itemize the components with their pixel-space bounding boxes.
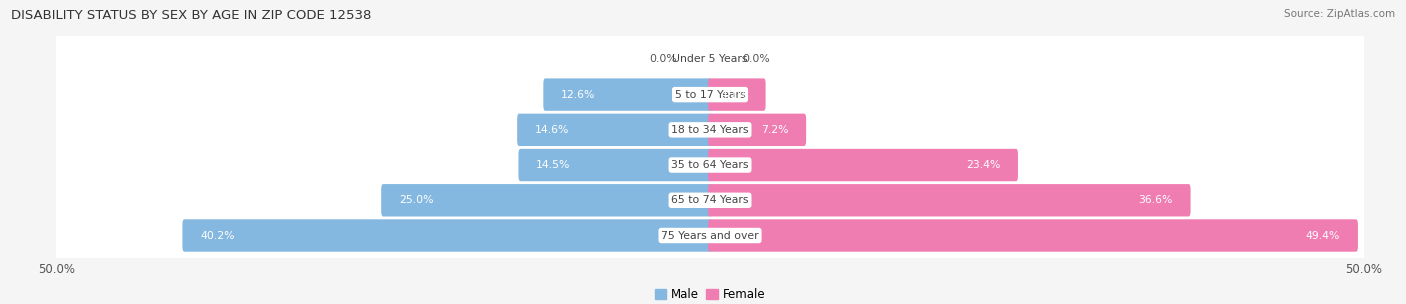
- FancyBboxPatch shape: [381, 184, 711, 216]
- Text: Source: ZipAtlas.com: Source: ZipAtlas.com: [1284, 9, 1395, 19]
- FancyBboxPatch shape: [517, 114, 711, 146]
- Text: 12.6%: 12.6%: [561, 90, 595, 100]
- FancyBboxPatch shape: [52, 68, 1368, 121]
- FancyBboxPatch shape: [709, 78, 766, 111]
- Text: DISABILITY STATUS BY SEX BY AGE IN ZIP CODE 12538: DISABILITY STATUS BY SEX BY AGE IN ZIP C…: [11, 9, 371, 22]
- FancyBboxPatch shape: [52, 33, 1368, 85]
- FancyBboxPatch shape: [52, 104, 1368, 156]
- FancyBboxPatch shape: [709, 219, 1358, 252]
- FancyBboxPatch shape: [52, 209, 1368, 261]
- Text: 0.0%: 0.0%: [650, 54, 678, 64]
- FancyBboxPatch shape: [52, 174, 1368, 226]
- FancyBboxPatch shape: [52, 139, 1368, 191]
- Text: 65 to 74 Years: 65 to 74 Years: [671, 195, 749, 205]
- Text: 14.6%: 14.6%: [534, 125, 569, 135]
- FancyBboxPatch shape: [543, 78, 711, 111]
- Text: 5 to 17 Years: 5 to 17 Years: [675, 90, 745, 100]
- Text: 36.6%: 36.6%: [1139, 195, 1173, 205]
- Text: 14.5%: 14.5%: [536, 160, 571, 170]
- Text: 7.2%: 7.2%: [761, 125, 789, 135]
- Legend: Male, Female: Male, Female: [655, 288, 765, 301]
- FancyBboxPatch shape: [709, 149, 1018, 181]
- Text: 0.0%: 0.0%: [742, 54, 770, 64]
- Text: 23.4%: 23.4%: [966, 160, 1000, 170]
- Text: 40.2%: 40.2%: [200, 230, 235, 240]
- FancyBboxPatch shape: [183, 219, 711, 252]
- Text: 75 Years and over: 75 Years and over: [661, 230, 759, 240]
- Text: 49.4%: 49.4%: [1306, 230, 1340, 240]
- FancyBboxPatch shape: [709, 114, 806, 146]
- Text: Under 5 Years: Under 5 Years: [672, 54, 748, 64]
- Text: 18 to 34 Years: 18 to 34 Years: [671, 125, 749, 135]
- FancyBboxPatch shape: [519, 149, 711, 181]
- Text: 25.0%: 25.0%: [399, 195, 433, 205]
- Text: 35 to 64 Years: 35 to 64 Years: [671, 160, 749, 170]
- Text: 4.1%: 4.1%: [720, 90, 748, 100]
- FancyBboxPatch shape: [709, 184, 1191, 216]
